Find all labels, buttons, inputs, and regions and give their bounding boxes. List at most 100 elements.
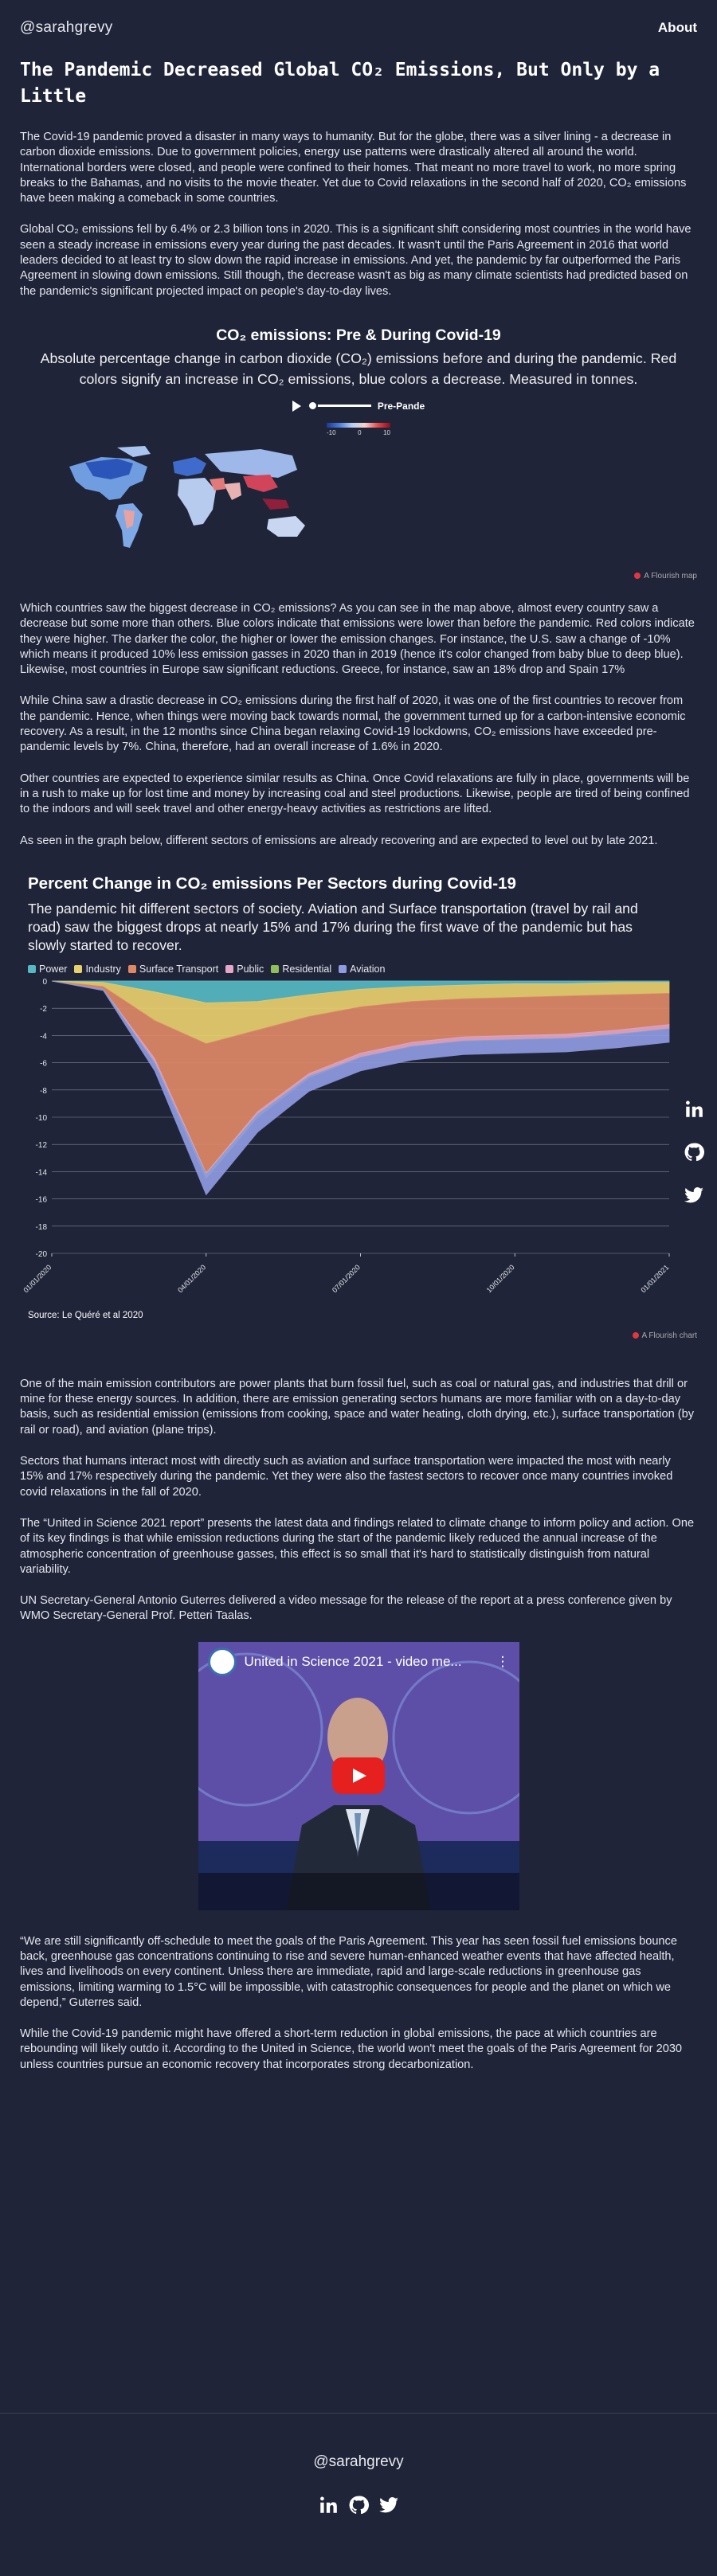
y-tick-label: -4 [40, 1032, 47, 1041]
legend-label: Public [237, 963, 264, 975]
sector-chart-subtitle: The pandemic hit different sectors of so… [28, 900, 638, 953]
top-nav: @sarahgrevy About [0, 0, 717, 56]
area-aviation[interactable] [51, 980, 670, 1196]
middle-east-shape[interactable] [210, 477, 225, 491]
x-tick-label: 10/01/2020 [485, 1263, 516, 1294]
github-icon[interactable] [348, 2495, 369, 2515]
legend-item-surface-transport[interactable]: Surface Transport [127, 963, 219, 975]
github-icon[interactable] [684, 1142, 704, 1163]
x-tick-label: 04/01/2020 [176, 1263, 207, 1294]
x-tick-label: 01/01/2020 [22, 1263, 53, 1294]
after-paragraph-1: One of the main emission contributors ar… [20, 1377, 695, 1437]
europe-shape[interactable] [173, 456, 206, 476]
after-paragraph-3: The “United in Science 2021 report” pres… [20, 1516, 695, 1576]
legend-item-power[interactable]: Power [28, 964, 67, 975]
world-map[interactable] [20, 443, 697, 570]
x-tick-label: 07/01/2020 [331, 1263, 362, 1294]
slider-knob[interactable] [307, 401, 318, 412]
intro-paragraph-2: Global CO₂ emissions fell by 6.4% or 2.3… [20, 223, 692, 298]
legend-label: Surface Transport [139, 963, 219, 975]
map-title: CO₂ emissions: Pre & During Covid-19 [216, 326, 501, 344]
legend-swatch [74, 964, 83, 973]
russia-shape[interactable] [205, 448, 297, 478]
y-tick-label: -20 [36, 1250, 48, 1259]
legend-item-residential[interactable]: Residential [271, 964, 331, 975]
legend-item-public[interactable]: Public [225, 964, 264, 975]
quote-paragraph: “We are still significantly off-schedule… [20, 1934, 677, 2009]
australia-shape[interactable] [267, 515, 305, 537]
y-tick-label: -14 [36, 1168, 48, 1177]
flourish-logo-icon [634, 572, 641, 579]
legend-item-aviation[interactable]: Aviation [339, 964, 385, 975]
floating-social-bar [684, 1099, 704, 1206]
southeast-asia-shape[interactable] [262, 498, 289, 510]
intro-paragraph-1: The Covid-19 pandemic proved a disaster … [20, 131, 687, 205]
flourish-logo-icon [632, 1331, 639, 1339]
china-shape[interactable] [243, 474, 278, 492]
linkedin-icon[interactable] [318, 2495, 339, 2515]
color-scale-bar [327, 422, 390, 428]
scale-tick: 10 [383, 428, 390, 436]
after-paragraph-2: Sectors that humans interact most with d… [20, 1455, 673, 1499]
legend-swatch [225, 964, 234, 973]
twitter-icon[interactable] [684, 1185, 704, 1206]
y-tick-label: 0 [42, 978, 47, 987]
usa-shape[interactable] [85, 458, 133, 479]
slider-label: Pre-Pande [377, 400, 425, 412]
youtube-embed[interactable]: United in Science 2021 - video me... ⋮ [198, 1641, 519, 1910]
y-tick-label: -8 [40, 1087, 47, 1096]
map-timeline-controls: Pre-Pande [20, 400, 697, 412]
site-brand[interactable]: @sarahgrevy [20, 19, 113, 36]
footer-social-links [0, 2495, 717, 2515]
legend-label: Industry [85, 963, 121, 975]
legend-label: Power [39, 963, 68, 975]
video-title[interactable]: United in Science 2021 - video me... [244, 1653, 462, 1669]
greenland-shape[interactable] [117, 445, 151, 457]
video-header: United in Science 2021 - video me... ⋮ [198, 1642, 519, 1682]
article: The Pandemic Decreased Global CO₂ Emissi… [0, 57, 717, 2073]
world-map-svg [69, 445, 305, 548]
chart-credit[interactable]: A Flourish chart [20, 1331, 697, 1340]
y-tick-label: -12 [36, 1141, 48, 1150]
linkedin-icon[interactable] [684, 1099, 704, 1120]
map-color-scale: -10 0 10 [327, 422, 390, 436]
middle-paragraph-2: While China saw a drastic decrease in CO… [20, 694, 686, 754]
youtube-play-icon[interactable] [331, 1757, 385, 1794]
video-thumbnail [198, 1641, 519, 1910]
sector-area-chart[interactable]: 0 -2 -4 -6 -8 -10 -12 -14 -16 -18 -20 01/01/2020 04/… [20, 975, 697, 1301]
after-paragraph-4: UN Secretary-General Antonio Guterres de… [20, 1594, 672, 1623]
y-tick-label: -6 [40, 1059, 47, 1068]
brazil-shape[interactable] [123, 509, 135, 529]
middle-paragraph-4: As seen in the graph below, different se… [20, 834, 658, 847]
about-link[interactable]: About [657, 20, 697, 35]
un-channel-avatar[interactable] [207, 1647, 237, 1676]
sector-chart-title: Percent Change in CO₂ emissions Per Sect… [28, 874, 516, 893]
chart-source: Source: Le Quéré et al 2020 [28, 1310, 143, 1320]
y-tick-label: -2 [40, 1005, 47, 1014]
map-header: CO₂ emissions: Pre & During Covid-19 Abs… [20, 326, 697, 389]
article-title: The Pandemic Decreased Global CO₂ Emissi… [20, 60, 660, 107]
africa-shape[interactable] [178, 477, 216, 526]
legend-swatch [339, 964, 347, 973]
legend-swatch [127, 964, 136, 973]
twitter-icon[interactable] [378, 2495, 399, 2515]
page-footer: @sarahgrevy [0, 2413, 717, 2576]
scale-tick: -10 [327, 428, 336, 436]
scale-tick: 0 [358, 428, 362, 436]
legend-item-industry[interactable]: Industry [74, 963, 121, 975]
middle-paragraph-3: Other countries are expected to experien… [20, 772, 690, 816]
y-tick-label: -18 [36, 1223, 48, 1232]
legend-swatch [271, 964, 280, 973]
india-shape[interactable] [224, 482, 241, 500]
timeline-slider[interactable] [307, 401, 371, 412]
map-credit[interactable]: A Flourish map [20, 572, 697, 580]
legend-label: Aviation [350, 963, 386, 975]
legend-label: Residential [282, 963, 332, 975]
footer-brand[interactable]: @sarahgrevy [313, 2453, 404, 2470]
play-icon[interactable] [292, 400, 301, 412]
sector-chart-legend: Power Industry Surface Transport Public Resi… [28, 964, 697, 975]
legend-swatch [28, 964, 36, 973]
more-vert-icon[interactable]: ⋮ [496, 1653, 510, 1670]
y-tick-label: -16 [36, 1195, 48, 1204]
y-tick-label: -10 [36, 1114, 48, 1123]
